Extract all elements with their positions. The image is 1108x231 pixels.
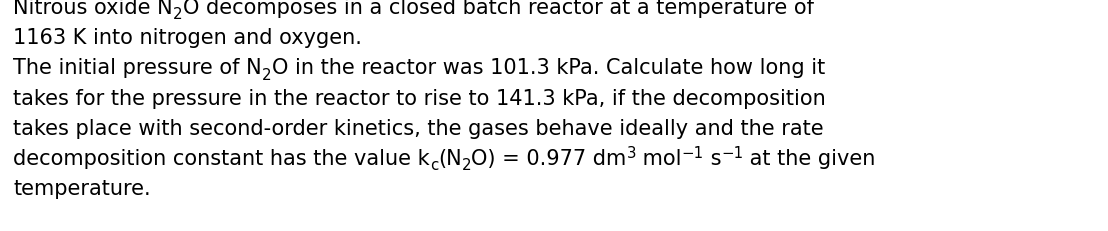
Text: decomposition constant has the value k: decomposition constant has the value k (13, 149, 430, 169)
Text: s: s (704, 149, 721, 169)
Text: The initial pressure of N: The initial pressure of N (13, 58, 261, 78)
Text: at the given: at the given (743, 149, 875, 169)
Text: O) = 0.977 dm: O) = 0.977 dm (471, 149, 627, 169)
Text: (N: (N (438, 149, 462, 169)
Text: 1163 K into nitrogen and oxygen.: 1163 K into nitrogen and oxygen. (13, 28, 362, 48)
Text: Nitrous oxide N: Nitrous oxide N (13, 0, 173, 18)
Text: mol: mol (636, 149, 681, 169)
Text: 2: 2 (462, 158, 471, 173)
Text: 2: 2 (261, 68, 271, 83)
Text: takes place with second-order kinetics, the gases behave ideally and the rate: takes place with second-order kinetics, … (13, 119, 824, 139)
Text: c: c (430, 158, 438, 173)
Text: −1: −1 (681, 146, 704, 161)
Text: −1: −1 (721, 146, 743, 161)
Text: O in the reactor was 101.3 kPa. Calculate how long it: O in the reactor was 101.3 kPa. Calculat… (271, 58, 824, 78)
Text: O decomposes in a closed batch reactor at a temperature of: O decomposes in a closed batch reactor a… (183, 0, 813, 18)
Text: 3: 3 (627, 146, 636, 161)
Text: temperature.: temperature. (13, 179, 151, 199)
Text: 2: 2 (173, 7, 183, 22)
Text: takes for the pressure in the reactor to rise to 141.3 kPa, if the decomposition: takes for the pressure in the reactor to… (13, 88, 827, 109)
